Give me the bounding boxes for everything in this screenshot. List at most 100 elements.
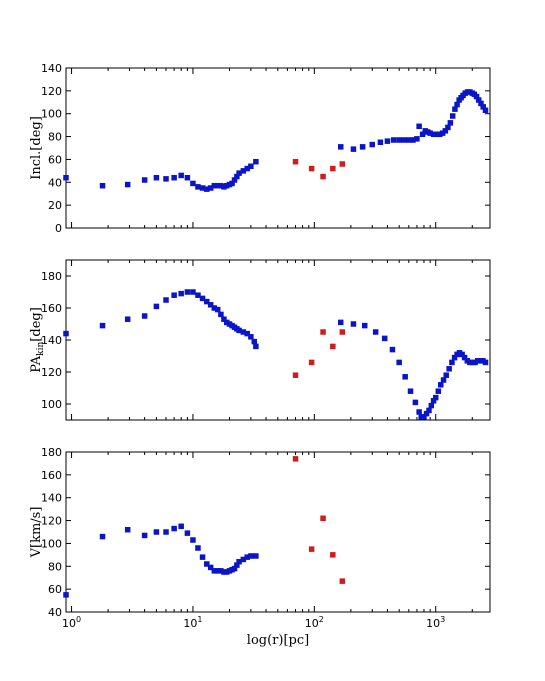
data-point (63, 174, 69, 181)
data-point (153, 174, 160, 181)
series-1 (63, 289, 489, 420)
data-point (211, 568, 218, 574)
data-point (440, 377, 447, 383)
series-2 (292, 329, 346, 378)
data-point (63, 330, 69, 337)
data-point (184, 174, 191, 181)
data-point (432, 394, 439, 401)
series-2 (292, 456, 346, 584)
data-point (195, 545, 201, 551)
data-point (421, 414, 427, 420)
data-point (184, 530, 191, 536)
x-tick-label: 103 (426, 615, 445, 630)
panel-3: 40 60 80 100 120 140 160 180 100 101 102 103 V[km/s]… (29, 446, 491, 648)
data-point (292, 372, 299, 378)
data-point (204, 561, 210, 567)
y-tick-label: 40 (48, 606, 62, 619)
series-1 (63, 523, 259, 598)
data-point (99, 533, 106, 540)
y-tick-label: 140 (41, 62, 62, 75)
data-point (99, 182, 106, 189)
data-point (236, 327, 242, 334)
data-point (244, 330, 250, 337)
data-point (308, 546, 315, 552)
data-point (435, 388, 442, 394)
data-point (447, 120, 454, 126)
data-point (410, 137, 416, 143)
data-point (171, 174, 177, 181)
data-point (199, 554, 206, 560)
data-point (416, 123, 422, 130)
data-point (449, 113, 456, 119)
data-point (63, 592, 69, 598)
y-tick-label: 120 (41, 85, 62, 98)
y-tick-label: 60 (48, 153, 62, 166)
data-point (163, 529, 169, 535)
y-tick-label: 120 (41, 366, 62, 379)
data-point (195, 184, 201, 190)
x-tick-label: 101 (183, 615, 202, 630)
data-point (195, 292, 201, 298)
data-point (459, 351, 465, 358)
data-point (407, 388, 414, 394)
data-point (454, 101, 460, 108)
data-point (480, 104, 486, 110)
data-point (253, 553, 259, 559)
y-tick-label: 20 (48, 199, 62, 212)
panel-1: 0 20 40 60 80 100 120 140 Incl.[deg] (29, 62, 491, 235)
data-point (190, 289, 196, 295)
data-point (253, 158, 259, 165)
data-point (350, 321, 357, 327)
data-point (389, 346, 396, 353)
y-axis-label: PAkin[deg] (29, 307, 46, 373)
data-point (381, 335, 388, 342)
data-point (124, 526, 131, 533)
data-point (427, 130, 433, 136)
data-point (207, 185, 214, 191)
y-axis-label: V[km/s] (29, 507, 44, 559)
data-point (478, 100, 484, 107)
data-point (396, 359, 402, 366)
data-point (207, 302, 214, 308)
y-tick-label: 160 (41, 469, 62, 482)
data-point (124, 181, 131, 188)
data-point (416, 409, 422, 415)
data-point (178, 290, 184, 297)
plot-frame (65, 259, 491, 421)
data-point (442, 128, 449, 134)
data-point (475, 97, 482, 103)
data-point (419, 131, 426, 138)
data-point (171, 292, 177, 298)
y-tick-label: 140 (41, 334, 62, 347)
data-point (339, 578, 346, 584)
y-tick-label: 60 (48, 583, 62, 596)
data-point (248, 334, 254, 340)
data-point (320, 173, 326, 180)
data-point (369, 141, 375, 148)
data-point (423, 410, 430, 417)
data-point (308, 165, 315, 172)
data-point (214, 306, 221, 313)
data-point (434, 131, 440, 138)
data-point (231, 565, 238, 572)
data-point (199, 295, 206, 302)
data-point (218, 568, 224, 574)
y-tick-label: 100 (41, 108, 62, 121)
y-tick-label: 40 (48, 176, 62, 189)
data-point (330, 552, 336, 558)
data-point (426, 407, 432, 414)
data-point (430, 131, 437, 138)
data-point (234, 562, 240, 568)
data-point (229, 180, 235, 187)
data-point (339, 161, 346, 167)
series-1 (63, 89, 489, 192)
data-point (449, 359, 455, 366)
data-point (221, 316, 227, 322)
data-point (240, 168, 247, 174)
data-point (218, 311, 224, 318)
data-point (445, 124, 451, 131)
data-point (339, 329, 346, 335)
data-point (401, 137, 407, 143)
data-point (207, 564, 214, 571)
data-point (320, 329, 326, 335)
